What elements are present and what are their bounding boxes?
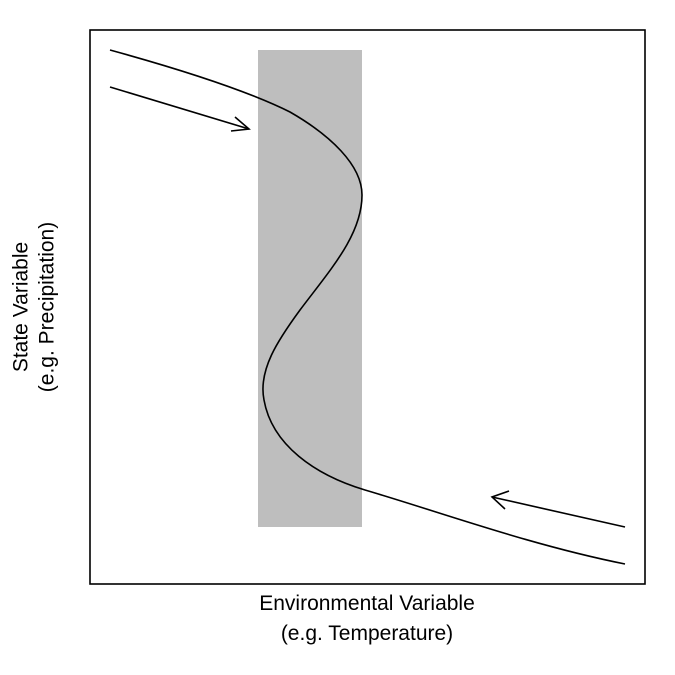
arrow-lower-right (490, 490, 626, 528)
y-axis-label-line2: (e.g. Precipitation) (36, 222, 59, 392)
plot-frame (89, 29, 646, 585)
bistable-region (258, 50, 362, 527)
x-axis-label-line1: Environmental Variable (259, 592, 475, 615)
arrow-upper-left (109, 86, 251, 132)
y-axis-label-line1: State Variable (10, 242, 33, 372)
hysteresis-curve (109, 49, 626, 565)
x-axis-label-line2: (e.g. Temperature) (281, 622, 453, 645)
